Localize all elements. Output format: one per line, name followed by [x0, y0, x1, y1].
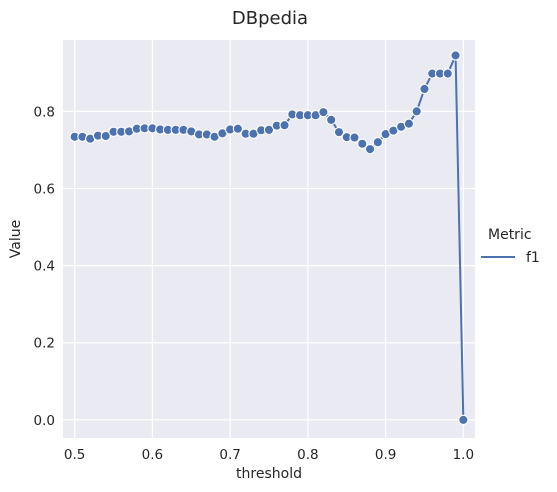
data-point [318, 106, 329, 118]
y-tick-label: 0.0 [34, 413, 55, 429]
y-tick-label: 0.4 [34, 259, 55, 275]
series-group [69, 50, 469, 426]
x-tick-label: 0.9 [375, 447, 396, 463]
data-point [403, 118, 415, 129]
data-point [357, 138, 368, 149]
x-tick-label: 1.0 [453, 447, 474, 463]
plot-area [63, 40, 475, 438]
grid-lines [63, 40, 475, 438]
y-tick-label: 0.2 [34, 336, 55, 352]
data-point [419, 83, 430, 95]
legend-label-f1: f1 [526, 250, 540, 266]
y-tick-label: 0.8 [34, 104, 55, 120]
legend-title: Metric [488, 227, 532, 243]
data-point [333, 127, 345, 138]
x-tick-label: 0.5 [64, 447, 85, 463]
x-tick-label: 0.6 [142, 447, 163, 463]
y-tick-labels: 0.0 0.2 0.4 0.6 0.8 [34, 104, 55, 429]
x-tick-label: 0.7 [219, 447, 240, 463]
data-point [100, 130, 111, 142]
y-axis-label: Value [8, 220, 24, 258]
x-axis-label: threshold [236, 466, 302, 482]
data-point [232, 123, 244, 134]
y-tick-label: 0.6 [34, 181, 55, 197]
data-point [326, 114, 337, 125]
data-point [372, 137, 383, 148]
data-point [364, 143, 376, 155]
data-point [279, 120, 290, 131]
data-point [442, 68, 453, 79]
data-point [458, 414, 469, 426]
data-point [349, 132, 360, 143]
legend: Metric f1 [481, 227, 540, 266]
x-tick-labels: 0.5 0.6 0.7 0.8 0.9 1.0 [64, 447, 474, 463]
data-point [450, 50, 461, 61]
data-point [263, 124, 275, 136]
data-point [411, 106, 422, 117]
x-tick-label: 0.8 [297, 447, 318, 463]
chart-title: DBpedia [232, 8, 308, 29]
